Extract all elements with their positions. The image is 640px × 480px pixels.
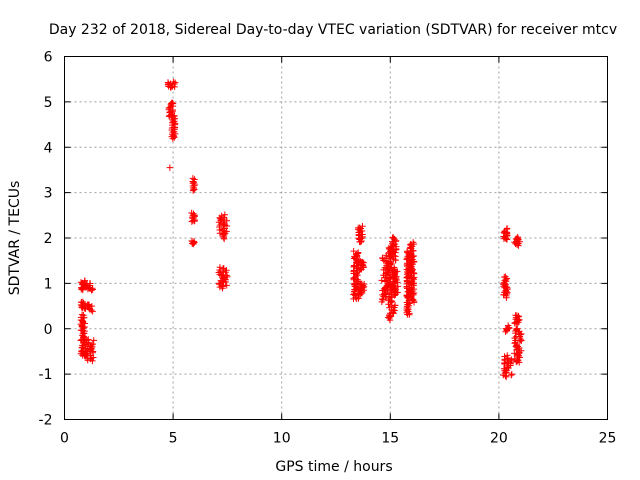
data-point	[85, 301, 93, 308]
data-point	[164, 79, 172, 86]
x-tick-label: 15	[381, 431, 399, 447]
data-point	[88, 302, 96, 310]
x-tick-labels: 0 5 10 15 20 25	[60, 431, 616, 447]
data-point	[394, 268, 401, 275]
y-tick-label: 4	[44, 140, 53, 156]
y-tick-label: 3	[44, 186, 53, 202]
data-point	[217, 215, 224, 222]
y-tick-label: -1	[39, 367, 53, 383]
y-tick-label: 2	[44, 231, 53, 247]
x-tick-label: 5	[169, 431, 178, 447]
x-tick-label: 10	[273, 431, 291, 447]
data-point	[86, 280, 94, 287]
data-point	[512, 312, 519, 319]
data-point	[170, 78, 177, 86]
data-point	[90, 337, 97, 344]
data-point	[350, 247, 357, 255]
data-point	[359, 223, 366, 230]
y-axis-label: SDTVAR / TECUs	[7, 181, 23, 296]
data-point	[360, 280, 368, 288]
data-point	[391, 302, 399, 309]
data-point	[81, 277, 89, 284]
data-point	[218, 212, 225, 220]
y-tick-label: 5	[44, 95, 53, 111]
data-point	[500, 365, 508, 372]
data-point	[168, 99, 176, 106]
data-point	[385, 275, 393, 283]
data-point	[77, 279, 85, 286]
y-tick-label: 1	[44, 276, 53, 292]
y-tick-labels: -2 -1 0 1 2 3 4 5 6	[39, 50, 53, 429]
data-point	[514, 325, 521, 332]
data-point	[514, 233, 521, 241]
x-tick-label: 20	[490, 431, 508, 447]
data-point	[83, 281, 90, 288]
data-point	[386, 310, 394, 317]
data-point	[504, 322, 512, 329]
y-tick-label: 0	[44, 322, 53, 338]
data-point	[83, 337, 90, 344]
data-point	[350, 291, 357, 298]
data-point	[220, 265, 228, 272]
data-point	[389, 247, 396, 255]
data-point	[508, 356, 515, 363]
x-axis-label: GPS time / hours	[275, 459, 392, 475]
data-point	[191, 176, 198, 183]
data-point	[166, 164, 174, 171]
data-point	[379, 254, 386, 262]
data-point	[389, 267, 397, 274]
data-point	[78, 299, 85, 306]
data-point	[390, 235, 398, 243]
data-point	[514, 343, 522, 350]
y-tick-label: -2	[39, 413, 53, 429]
data-point	[168, 113, 175, 121]
x-tick-label: 25	[599, 431, 617, 447]
y-tick-label: 6	[44, 50, 53, 66]
data-point	[190, 210, 197, 217]
data-point	[508, 370, 515, 378]
data-point	[216, 264, 224, 271]
data-point	[508, 371, 515, 379]
data-point	[189, 175, 197, 182]
data-point	[171, 112, 178, 120]
data-point	[515, 312, 522, 320]
data-point	[166, 104, 174, 111]
data-point	[504, 352, 511, 359]
grid-lines	[64, 56, 608, 420]
chart-title: Day 232 of 2018, Sidereal Day-to-day VTE…	[49, 22, 617, 38]
data-point	[511, 350, 518, 357]
data-point	[512, 333, 520, 340]
data-point	[389, 234, 397, 241]
data-point	[355, 249, 362, 256]
data-point	[221, 211, 228, 218]
data-point	[500, 359, 508, 367]
data-point	[387, 293, 395, 300]
data-point	[355, 256, 363, 264]
data-point	[356, 224, 363, 231]
data-point	[503, 225, 511, 232]
data-point	[501, 273, 508, 281]
data-points	[77, 78, 525, 381]
data-point	[190, 179, 198, 186]
data-point	[501, 353, 508, 360]
data-point	[80, 312, 87, 319]
data-point	[188, 237, 196, 245]
data-point	[357, 281, 364, 289]
data-point	[78, 311, 86, 318]
axis-ticks	[64, 56, 608, 420]
data-point	[511, 334, 518, 342]
data-point	[378, 277, 385, 284]
data-point	[89, 340, 97, 348]
data-point	[357, 258, 364, 265]
x-tick-label: 0	[60, 431, 69, 447]
data-point	[85, 336, 92, 343]
data-point	[409, 239, 417, 246]
